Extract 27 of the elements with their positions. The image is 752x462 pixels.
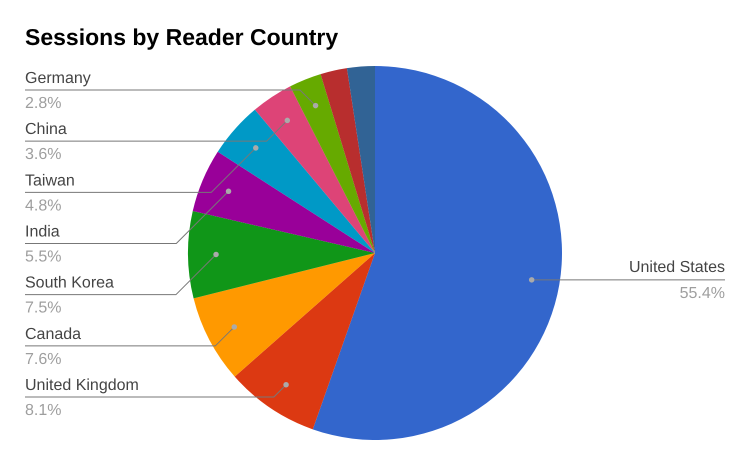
pie-slice: [218, 110, 375, 253]
pie-slice: [194, 253, 375, 377]
slice-label: United States: [628, 258, 725, 276]
data-label: 4.8%: [25, 197, 62, 214]
data-label: 7.6%: [25, 350, 62, 368]
data-label: 8.1%: [25, 402, 62, 419]
data-label: 5.5%: [25, 248, 62, 266]
pie-slice: [312, 66, 562, 440]
slice-label: Canada: [25, 326, 82, 343]
slice-label: India: [25, 224, 60, 240]
chart-title: Sessions by Reader Country: [25, 24, 338, 50]
data-label: 55.4%: [680, 284, 725, 302]
pie-slice: [192, 152, 375, 253]
slice-label: China: [25, 121, 67, 138]
pie-slice: [346, 66, 375, 253]
pie-slice: [290, 74, 375, 253]
slice-label: Germany: [25, 70, 91, 87]
data-label: 2.8%: [25, 95, 62, 112]
slice-label: Taiwan: [25, 172, 75, 190]
slice-label: South Korea: [25, 274, 114, 292]
pie-slice: [188, 211, 375, 298]
pie-slice: [320, 68, 375, 253]
slice-label: United Kingdom: [25, 377, 139, 394]
data-label: 3.6%: [25, 146, 62, 164]
pie-slice: [254, 86, 375, 253]
pie-slice: [234, 253, 375, 430]
data-label: 7.5%: [25, 300, 62, 317]
